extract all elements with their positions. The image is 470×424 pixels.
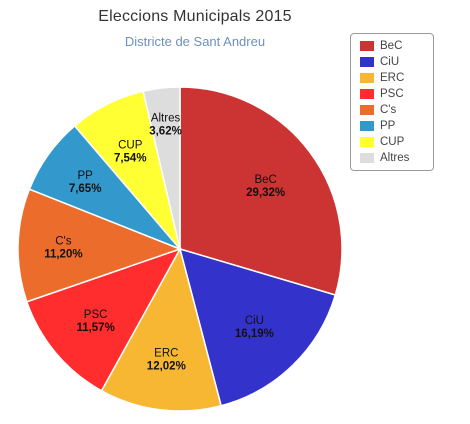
slice-name-label: PSC [84,309,108,321]
slice-value-label: 11,20% [44,248,82,260]
legend-swatch [360,57,374,67]
legend-item-cup[interactable]: CUP [351,134,433,150]
slice-value-label: 7,65% [69,183,102,195]
chart-subtitle: Districte de Sant Andreu [124,34,266,49]
slice-name-label: Altres [151,112,181,124]
pie-slice-ciu[interactable] [178,247,337,407]
pie-slice-altres[interactable] [142,86,181,250]
slice-value-label: 3,62% [149,125,182,137]
legend-label: PP [380,120,396,132]
slice-value-label: 16,19% [235,328,274,340]
slice-value-label: 29,32% [246,187,285,199]
legend-item-psc[interactable]: PSC [351,86,433,102]
legend-label: ERC [380,72,405,84]
legend-label: Altres [380,152,410,164]
legend-swatch [360,41,374,51]
chart-title: Eleccions Municipals 2015 [98,8,292,25]
pie-slice-psc[interactable] [25,247,182,392]
legend-item-erc[interactable]: ERC [351,70,433,86]
legend-item-cs[interactable]: C's [351,102,433,118]
legend-label: BeC [380,40,403,52]
legend-item-bec[interactable]: BeC [351,38,433,54]
slice-value-label: 12,02% [147,360,186,372]
slice-name-label: PP [77,170,93,182]
slice-value-label: 7,54% [114,153,147,165]
legend-swatch [360,105,374,115]
legend-label: CUP [380,136,405,148]
legend-item-pp[interactable]: PP [351,118,433,134]
pie-slice-erc[interactable] [100,246,223,412]
legend-item-altres[interactable]: Altres [351,150,433,166]
slice-name-label: ERC [154,347,178,359]
legend-swatch [360,89,374,99]
chart-legend: BeC CiU ERC PSC C's PP CUP Altres [350,33,434,171]
legend-swatch [360,153,374,163]
legend-swatch [360,73,374,83]
legend-swatch [360,137,374,147]
legend-label: C's [380,104,397,116]
slice-name-label: CUP [118,140,143,152]
legend-item-ciu[interactable]: CiU [351,54,433,70]
pie-slice-cs[interactable] [17,188,183,303]
legend-label: PSC [380,88,404,100]
slice-name-label: C's [55,235,72,247]
slice-name-label: BeC [254,174,276,186]
slice-value-label: 11,57% [76,322,114,334]
pie-slice-bec[interactable] [179,86,343,296]
legend-label: CiU [380,56,400,68]
slice-name-label: CiU [245,315,264,327]
legend-swatch [360,121,374,131]
